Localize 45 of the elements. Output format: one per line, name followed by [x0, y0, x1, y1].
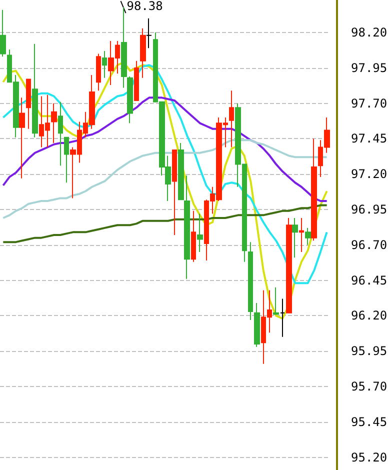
- candlestick: [280, 298, 285, 338]
- candlestick: [311, 138, 317, 242]
- y-tick-label: 97.70: [351, 96, 388, 110]
- candlestick: [0, 9, 6, 58]
- y-tick-label: 96.95: [351, 202, 388, 217]
- y-tick-label: 95.20: [351, 450, 388, 464]
- line-series: [2, 204, 328, 244]
- y-tick-label: 97.95: [351, 60, 388, 75]
- candlestick: [127, 76, 133, 124]
- candlestick: [248, 242, 253, 320]
- y-tick-label: 98.20: [351, 26, 388, 40]
- candlestick: [19, 97, 25, 179]
- y-tick-label: 96.20: [351, 308, 388, 323]
- y-tick-label: 96.45: [351, 273, 388, 288]
- candlestick: [299, 218, 304, 252]
- candlestick: [26, 78, 31, 130]
- y-tick-label: 97.20: [351, 167, 388, 182]
- y-tick-label: 97.45: [351, 132, 388, 146]
- y-tick-label: 96.70: [351, 238, 388, 252]
- candlestick: [184, 175, 190, 280]
- candlestick: [273, 286, 279, 315]
- candlestick: [178, 142, 184, 200]
- candlestick: [286, 218, 292, 314]
- candlestick: [134, 60, 139, 102]
- line-series: [2, 139, 328, 220]
- candlestick: [51, 102, 57, 144]
- candlestick: [191, 210, 196, 262]
- candlestick: [197, 213, 203, 252]
- candlestick: [292, 218, 298, 258]
- candlestick: [229, 90, 234, 148]
- line-series: [2, 96, 328, 202]
- annotation: 98.38: [126, 0, 163, 14]
- y-tick-label: 95.45: [351, 414, 388, 429]
- candlestick: [172, 150, 177, 236]
- y-tick-label: 95.95: [351, 344, 388, 358]
- candlestick: [64, 136, 69, 184]
- candlestick: [96, 53, 101, 92]
- candlestick: [102, 50, 107, 78]
- candlestick: [32, 43, 38, 138]
- candlestick: [58, 101, 63, 166]
- candlestick: [146, 18, 152, 49]
- candlestick: [305, 227, 311, 246]
- candlestick: [140, 28, 146, 78]
- candlestick: [254, 302, 260, 348]
- y-tick-label: 95.70: [351, 379, 388, 394]
